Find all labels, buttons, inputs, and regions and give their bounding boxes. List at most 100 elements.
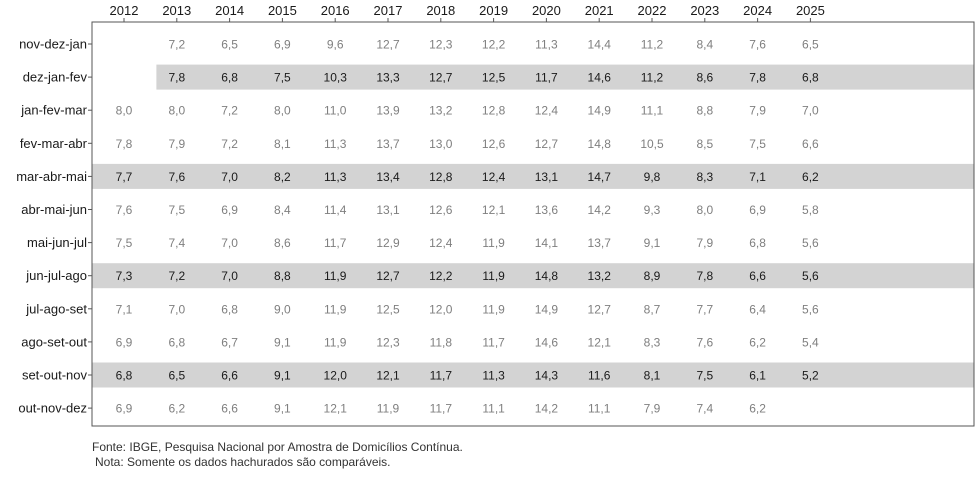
year-header: 2020 [532, 3, 561, 18]
cell-value: 8,0 [116, 104, 133, 118]
cell-value: 13,1 [376, 203, 400, 217]
cell-value: 11,2 [641, 38, 664, 52]
cell-value: 9,1 [274, 369, 291, 383]
cell-value: 6,8 [802, 71, 819, 85]
cell-value: 7,6 [696, 335, 713, 349]
cell-value: 6,5 [802, 38, 819, 52]
cell-value: 12,7 [535, 137, 559, 151]
cell-value: 12,8 [482, 104, 506, 118]
cell-value: 8,1 [274, 137, 291, 151]
cell-value: 10,3 [324, 71, 348, 85]
cell-value: 12,2 [429, 269, 453, 283]
row-label: fev-mar-abr [20, 136, 88, 151]
row-label: out-nov-dez [18, 401, 87, 416]
cell-value: 11,9 [482, 236, 505, 250]
cell-value: 11,7 [430, 369, 453, 383]
cell-value: 8,4 [696, 38, 713, 52]
cell-value: 11,7 [535, 71, 558, 85]
row-label: jun-jul-ago [25, 268, 87, 283]
cell-value: 7,7 [696, 302, 713, 316]
cell-value: 12,7 [588, 302, 612, 316]
cell-value: 7,0 [168, 302, 185, 316]
cell-value: 9,0 [274, 302, 291, 316]
cell-value: 6,9 [221, 203, 238, 217]
cell-value: 8,7 [644, 302, 661, 316]
cell-value: 7,0 [221, 269, 238, 283]
cell-value: 12,7 [376, 38, 400, 52]
cell-value: 6,1 [749, 369, 766, 383]
row-label: jan-fev-mar [20, 103, 87, 118]
cell-value: 12,6 [429, 203, 453, 217]
cell-value: 6,5 [221, 38, 238, 52]
cell-value: 12,1 [588, 335, 612, 349]
cell-value: 11,8 [430, 335, 453, 349]
cell-value: 7,2 [221, 104, 238, 118]
year-header: 2013 [162, 3, 191, 18]
cell-value: 7,6 [116, 203, 133, 217]
cell-value: 14,1 [535, 236, 559, 250]
cell-value: 13,7 [588, 236, 612, 250]
year-header: 2017 [374, 3, 403, 18]
cell-value: 12,5 [482, 71, 506, 85]
cell-value: 11,3 [324, 137, 347, 151]
table-border [91, 21, 975, 427]
cell-value: 12,3 [376, 335, 400, 349]
cell-value: 12,4 [482, 170, 506, 184]
cell-value: 13,1 [535, 170, 559, 184]
cell-value: 6,5 [168, 369, 185, 383]
cell-value: 6,9 [274, 38, 291, 52]
year-header: 2021 [585, 3, 614, 18]
shaded-band [92, 163, 974, 189]
year-header: 2018 [426, 3, 455, 18]
cell-value: 7,8 [168, 71, 185, 85]
cell-value: 7,2 [168, 269, 185, 283]
cell-value: 11,3 [482, 369, 505, 383]
cell-value: 9,8 [644, 170, 661, 184]
shaded-band [156, 64, 974, 90]
cell-value: 8,3 [696, 170, 713, 184]
cell-value: 12,1 [482, 203, 506, 217]
cell-value: 13,9 [376, 104, 400, 118]
cell-value: 5,4 [802, 335, 819, 349]
cell-value: 7,8 [116, 137, 133, 151]
cell-value: 6,9 [116, 402, 133, 416]
cell-value: 12,7 [376, 269, 400, 283]
cell-value: 11,3 [535, 38, 558, 52]
cell-value: 11,7 [430, 402, 453, 416]
cell-value: 11,3 [324, 170, 347, 184]
cell-value: 11,6 [588, 369, 611, 383]
cell-value: 6,2 [168, 402, 185, 416]
cell-value: 9,3 [644, 203, 661, 217]
cell-value: 7,9 [696, 236, 713, 250]
cell-value: 8,9 [644, 269, 661, 283]
cell-value: 6,8 [749, 236, 766, 250]
cell-value: 7,8 [749, 71, 766, 85]
cell-value: 5,6 [802, 302, 819, 316]
cell-value: 6,2 [749, 335, 766, 349]
cell-value: 5,6 [802, 269, 819, 283]
row-label: set-out-nov [22, 368, 88, 383]
cell-value: 11,9 [377, 402, 400, 416]
cell-value: 13,2 [588, 269, 612, 283]
cell-value: 7,4 [696, 402, 713, 416]
cell-value: 6,4 [749, 302, 766, 316]
cell-value: 14,8 [588, 137, 612, 151]
cell-value: 11,9 [482, 269, 505, 283]
cell-value: 7,9 [644, 402, 661, 416]
cell-value: 6,6 [221, 369, 238, 383]
cell-value: 12,0 [324, 369, 348, 383]
cell-value: 7,9 [749, 104, 766, 118]
cell-value: 6,8 [116, 369, 133, 383]
cell-value: 8,6 [274, 236, 291, 250]
cell-value: 11,0 [324, 104, 347, 118]
cell-value: 6,8 [221, 302, 238, 316]
cell-value: 11,7 [324, 236, 347, 250]
cell-value: 8,5 [696, 137, 713, 151]
cell-value: 12,4 [535, 104, 559, 118]
cell-value: 7,3 [116, 269, 133, 283]
year-header: 2015 [268, 3, 297, 18]
cell-value: 9,6 [327, 38, 344, 52]
cell-value: 7,1 [116, 302, 133, 316]
cell-value: 12,7 [429, 71, 453, 85]
